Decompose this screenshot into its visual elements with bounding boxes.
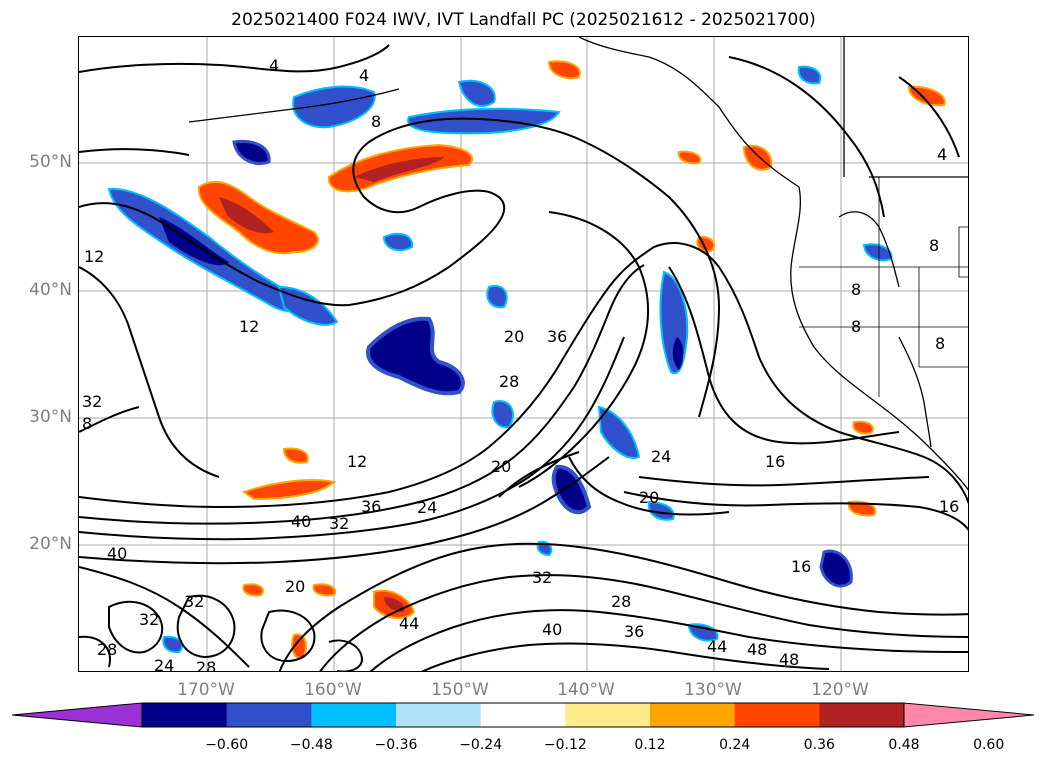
colorbar-max-arrow bbox=[903, 702, 1035, 728]
lat-label-30n: 30°N bbox=[29, 407, 72, 427]
colorbar-segment bbox=[734, 703, 820, 727]
contour-label: 4 bbox=[359, 66, 369, 85]
colorbar-svg bbox=[11, 702, 1035, 728]
contour-label: 40 bbox=[542, 620, 562, 639]
contour-label: 20 bbox=[491, 457, 511, 476]
contour-label: 12 bbox=[239, 317, 259, 336]
colorbar-tick-label: 0.48 bbox=[888, 737, 920, 753]
contour-label: 28 bbox=[499, 372, 519, 391]
contour-label: 12 bbox=[347, 452, 367, 471]
colorbar-tick-label: −0.24 bbox=[459, 737, 503, 753]
lon-label-170w: 170°W bbox=[177, 680, 235, 700]
colorbar-outline bbox=[141, 702, 905, 728]
ivt-contours bbox=[79, 44, 968, 671]
contour-label: 8 bbox=[929, 236, 939, 255]
colorbar-tick-label: −0.48 bbox=[289, 737, 333, 753]
negative-iwv-patches bbox=[107, 65, 893, 654]
contour-label: 32 bbox=[532, 568, 552, 587]
contour-label: 28 bbox=[611, 592, 631, 611]
contour-label: 32 bbox=[82, 392, 102, 411]
contour-label: 28 bbox=[97, 640, 117, 659]
lon-label-150w: 150°W bbox=[431, 680, 489, 700]
colorbar bbox=[11, 702, 1036, 732]
state-borders bbox=[799, 177, 968, 397]
contour-label: 36 bbox=[547, 327, 567, 346]
colorbar-segment bbox=[650, 703, 736, 727]
contour-label: 24 bbox=[417, 498, 437, 517]
lon-label-140w: 140°W bbox=[557, 680, 615, 700]
contour-label: 44 bbox=[707, 637, 727, 656]
contour-label: 16 bbox=[765, 452, 785, 471]
colorbar-segment bbox=[142, 703, 228, 727]
contour-label: 12 bbox=[84, 247, 104, 266]
map-panel: 4 8 4 4 8 12 12 32 8 20 36 28 20 24 16 2… bbox=[78, 36, 969, 672]
map-canvas: 4 8 4 4 8 12 12 32 8 20 36 28 20 24 16 2… bbox=[79, 37, 968, 672]
contour-label: 24 bbox=[154, 656, 174, 672]
colorbar-min-arrow bbox=[11, 702, 143, 728]
lon-label-130w: 130°W bbox=[684, 680, 742, 700]
contour-label: 20 bbox=[504, 327, 524, 346]
colorbar-segment bbox=[480, 703, 566, 727]
positive-iwv-patches bbox=[197, 60, 946, 659]
contour-label: 44 bbox=[399, 614, 419, 633]
colorbar-tick-label: −0.60 bbox=[205, 737, 249, 753]
contour-label: 4 bbox=[269, 56, 279, 75]
colorbar-tick-label: −0.12 bbox=[543, 737, 587, 753]
contour-label: 8 bbox=[851, 317, 861, 336]
lat-label-40n: 40°N bbox=[29, 280, 72, 300]
colorbar-segment bbox=[226, 703, 312, 727]
contour-label: 8 bbox=[82, 414, 92, 433]
contour-label: 48 bbox=[779, 650, 799, 669]
colorbar-segment bbox=[396, 703, 482, 727]
contour-label: 40 bbox=[107, 544, 127, 563]
contour-label: 32 bbox=[329, 514, 349, 533]
contour-label: 16 bbox=[791, 557, 811, 576]
contour-label: 20 bbox=[639, 488, 659, 507]
contour-label: 24 bbox=[651, 447, 671, 466]
contour-label: 36 bbox=[361, 497, 381, 516]
contour-label: 8 bbox=[935, 334, 945, 353]
contour-label: 8 bbox=[371, 112, 381, 131]
contour-label: 32 bbox=[139, 610, 159, 629]
colorbar-tick-label: 0.12 bbox=[634, 737, 666, 753]
contour-label: 8 bbox=[851, 280, 861, 299]
contour-label: 36 bbox=[624, 622, 644, 641]
contour-label: 48 bbox=[747, 640, 767, 659]
map-title: 2025021400 F024 IWV, IVT Landfall PC (20… bbox=[231, 10, 816, 30]
lon-label-160w: 160°W bbox=[304, 680, 362, 700]
contour-label: 4 bbox=[937, 145, 947, 164]
coastlines bbox=[188, 37, 968, 491]
lat-label-20n: 20°N bbox=[29, 534, 72, 554]
contour-label: 16 bbox=[939, 497, 959, 516]
colorbar-segment bbox=[311, 703, 397, 727]
contour-label: 28 bbox=[196, 658, 216, 672]
lat-label-50n: 50°N bbox=[29, 152, 72, 172]
colorbar-tick-label: 0.36 bbox=[803, 737, 835, 753]
contour-label-layer: 4 8 4 4 8 12 12 32 8 20 36 28 20 24 16 2… bbox=[82, 56, 959, 672]
colorbar-segment bbox=[819, 703, 905, 727]
contour-label: 20 bbox=[285, 577, 305, 596]
lon-label-120w: 120°W bbox=[811, 680, 869, 700]
colorbar-tick-label: −0.36 bbox=[374, 737, 418, 753]
contour-label: 32 bbox=[184, 592, 204, 611]
colorbar-tick-label: 0.60 bbox=[973, 737, 1005, 753]
colorbar-tick-label: 0.24 bbox=[719, 737, 751, 753]
colorbar-segment bbox=[565, 703, 651, 727]
contour-label: 40 bbox=[291, 512, 311, 531]
